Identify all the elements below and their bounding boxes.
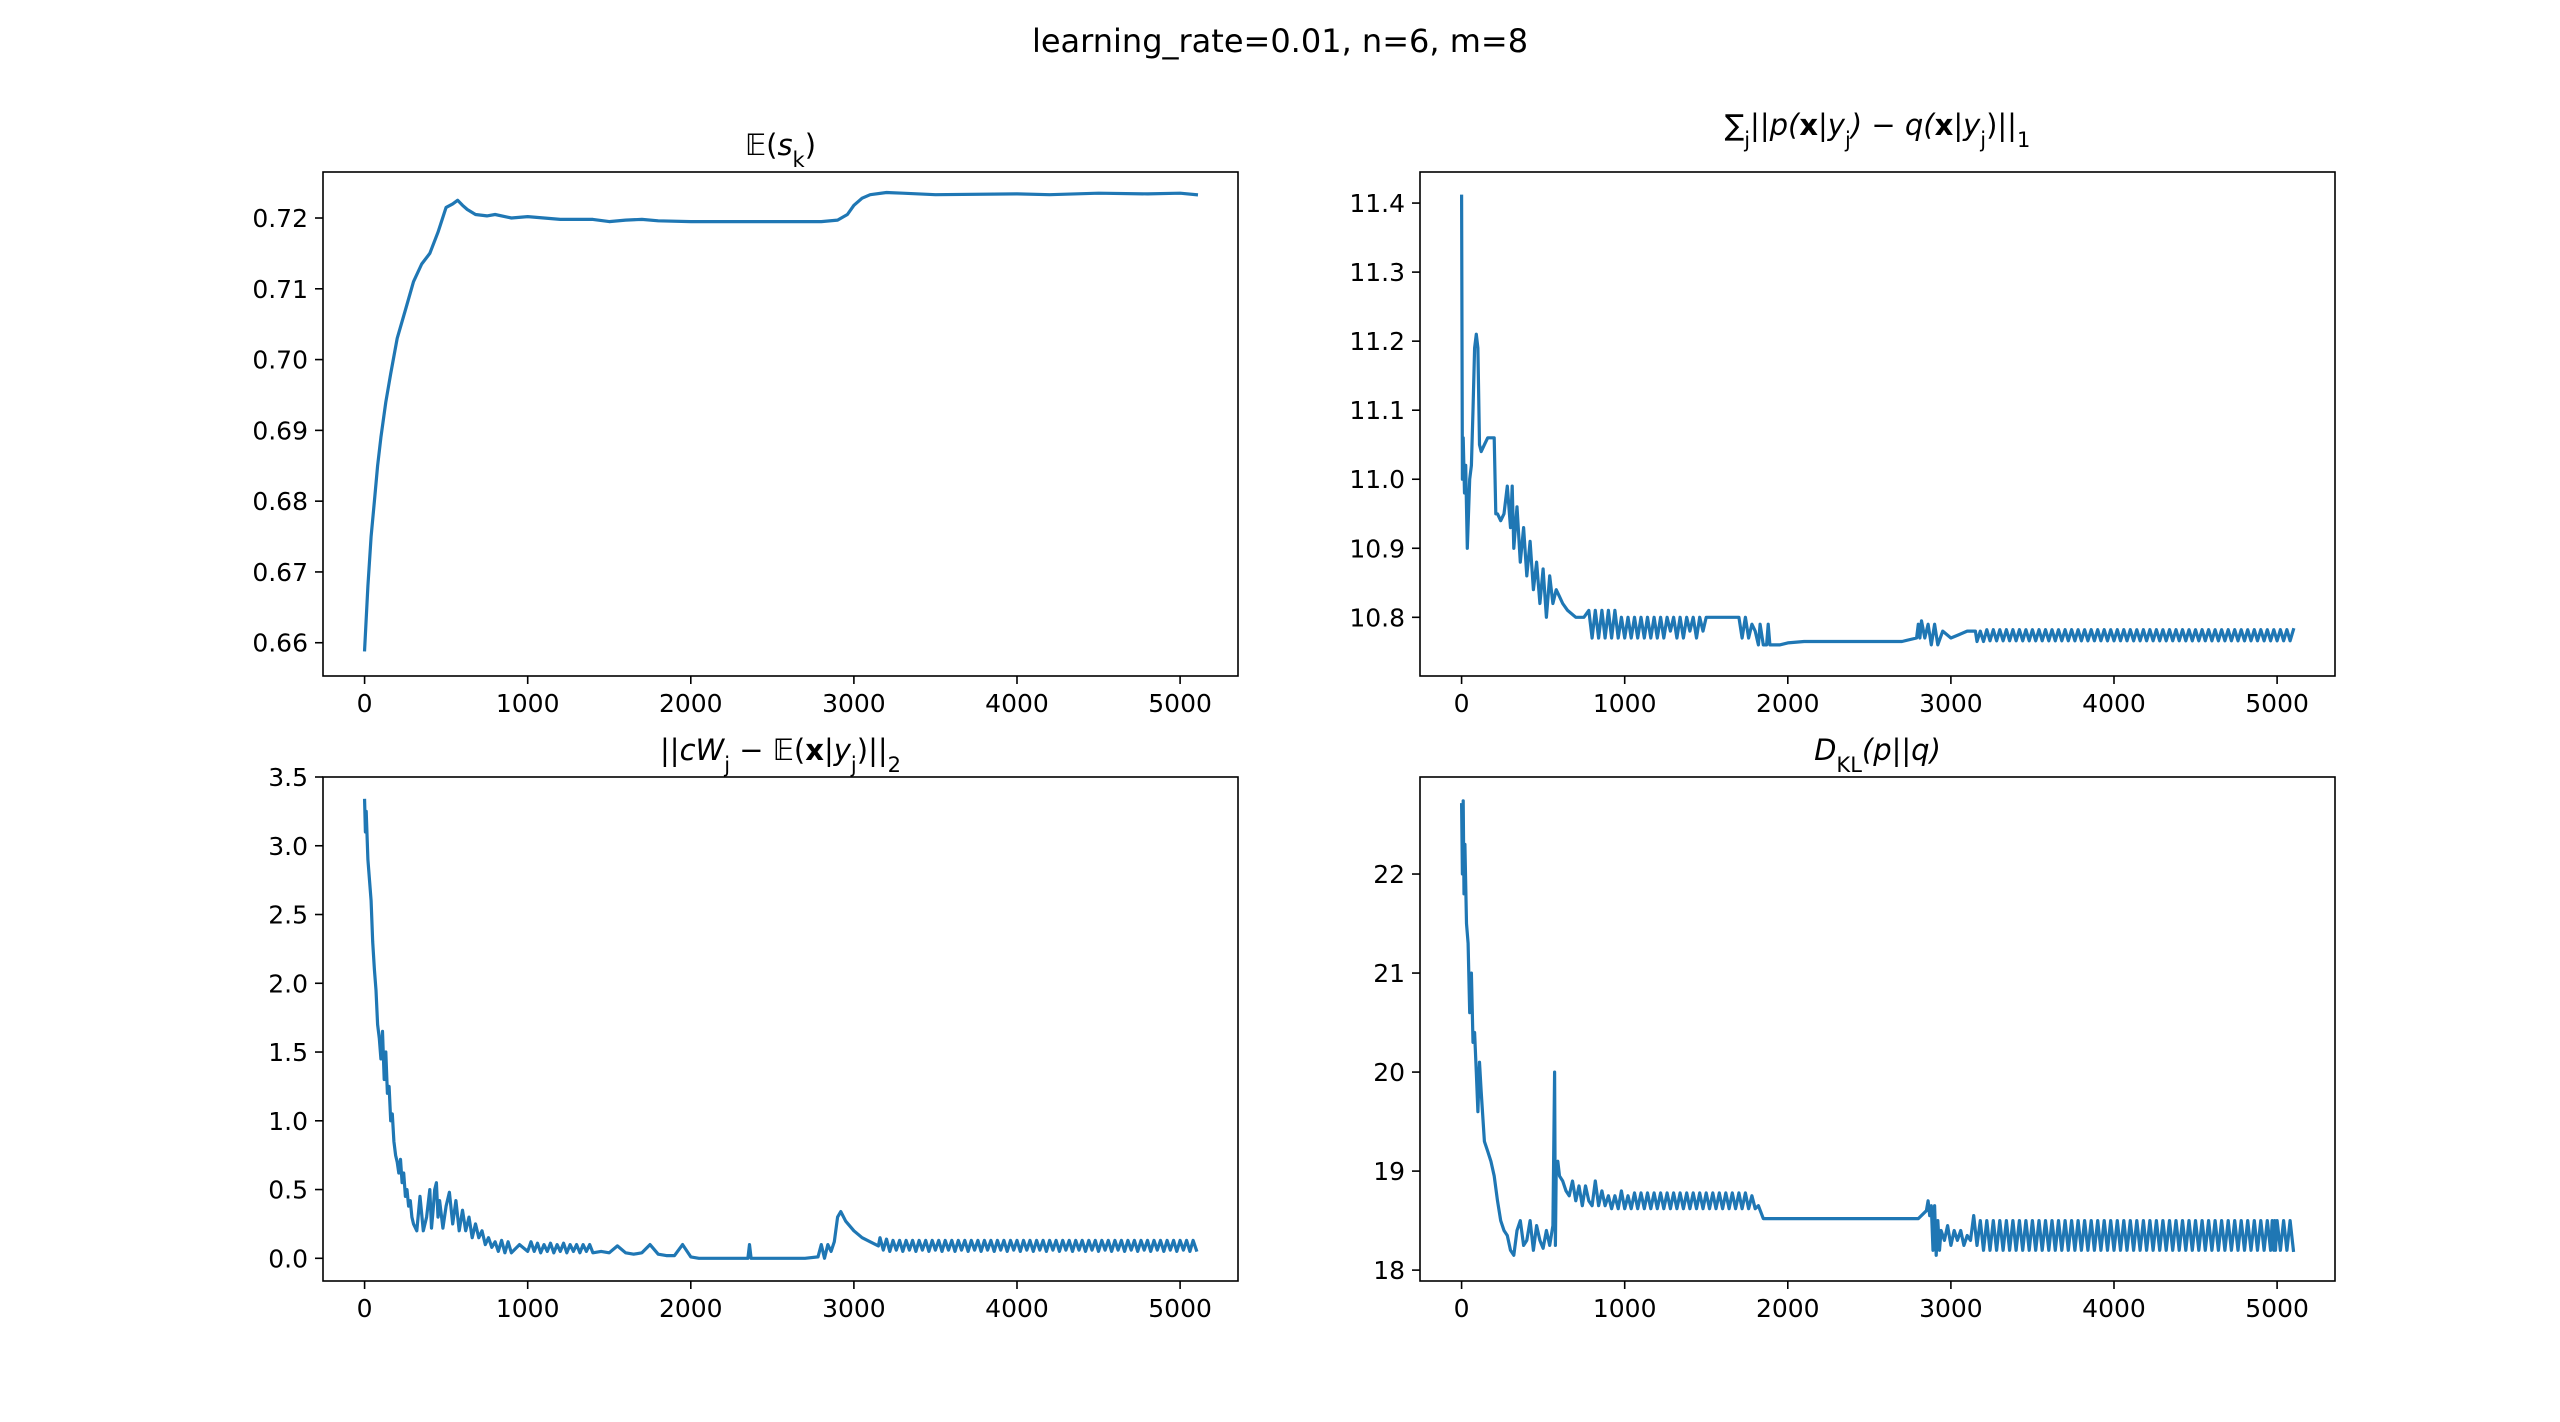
axes-l2-distance: 0 1000 2000 3000 4000 5000 0.0 0.5 1.0 1.5 2.0 2.5 3… bbox=[268, 733, 1239, 1323]
x-tick-label: 3000 bbox=[822, 1294, 886, 1323]
axes-layer: 0 1000 2000 3000 4000 50000.660.670.680.690.7… bbox=[252, 108, 2336, 1323]
series-line-expected-s-k bbox=[362, 190, 1199, 652]
axes-kl-divergence: 0 1000 2000 3000 4000 5000 18 19 20 21 22 DKL(p||q) bbox=[1373, 733, 2336, 1323]
y-tick-label: 1.5 bbox=[268, 1038, 308, 1067]
series-line-kl-divergence bbox=[1459, 799, 2296, 1257]
axes-l1-distance: 0 1000 2000 3000 4000 5000 10.8 10.9 11.0 11.1 11.… bbox=[1349, 108, 2336, 718]
x-tick-label: 4000 bbox=[2082, 689, 2146, 718]
y-tick-label: 22 bbox=[1373, 860, 1405, 889]
plot-frame bbox=[1419, 171, 2336, 677]
x-tick-label: 1000 bbox=[1593, 689, 1657, 718]
x-tick-label: 4000 bbox=[985, 1294, 1049, 1323]
y-tick-label: 3.0 bbox=[268, 832, 308, 861]
figure-suptitle: learning_rate=0.01, n=6, m=8 bbox=[1032, 22, 1528, 60]
y-tick-label: 0.68 bbox=[252, 487, 308, 516]
y-tick-label: 11.4 bbox=[1349, 189, 1405, 218]
y-tick-label: 21 bbox=[1373, 959, 1405, 988]
y-tick-label: 2.5 bbox=[268, 901, 308, 930]
y-tick-label: 0.70 bbox=[252, 346, 308, 375]
y-tick-label: 0.72 bbox=[252, 204, 308, 233]
x-tick-label: 5000 bbox=[1148, 689, 1212, 718]
axes-title: DKL(p||q) bbox=[1814, 733, 1941, 777]
x-tick-label: 5000 bbox=[2245, 1294, 2309, 1323]
y-tick-label: 19 bbox=[1373, 1157, 1405, 1186]
y-tick-label: 20 bbox=[1373, 1058, 1405, 1087]
axes-expected-s-k: 0 1000 2000 3000 4000 5000 0.66 0.67 0.68 0.69 0.7… bbox=[252, 128, 1239, 718]
y-tick-label: 1.0 bbox=[268, 1107, 308, 1136]
axes-title: 𝔼(sk) bbox=[745, 128, 816, 172]
y-tick-label: 11.0 bbox=[1349, 465, 1405, 494]
series-line-l2-distance bbox=[362, 798, 1199, 1260]
x-tick-label: 4000 bbox=[2082, 1294, 2146, 1323]
axes-title: ∑j||p(x|yj) − q(x|yj)||1 bbox=[1725, 108, 2031, 152]
x-tick-label: 2000 bbox=[659, 1294, 723, 1323]
plot-frame bbox=[322, 776, 1239, 1282]
x-tick-label: 0 bbox=[1454, 1294, 1470, 1323]
x-tick-label: 3000 bbox=[1919, 689, 1983, 718]
y-tick-label: 0.71 bbox=[252, 275, 308, 304]
y-tick-label: 10.9 bbox=[1349, 534, 1405, 563]
y-tick-label: 0.5 bbox=[268, 1176, 308, 1205]
x-tick-label: 0 bbox=[357, 689, 373, 718]
x-tick-label: 1000 bbox=[496, 1294, 560, 1323]
y-tick-label: 0.66 bbox=[252, 629, 308, 658]
x-tick-label: 2000 bbox=[1756, 689, 1820, 718]
x-tick-label: 2000 bbox=[659, 689, 723, 718]
y-tick-label: 11.1 bbox=[1349, 396, 1405, 425]
x-tick-label: 2000 bbox=[1756, 1294, 1820, 1323]
y-tick-label: 3.5 bbox=[268, 763, 308, 792]
y-tick-label: 11.2 bbox=[1349, 327, 1405, 356]
x-tick-label: 1000 bbox=[1593, 1294, 1657, 1323]
y-tick-label: 0.69 bbox=[252, 416, 308, 445]
y-tick-label: 0.67 bbox=[252, 558, 308, 587]
y-tick-label: 10.8 bbox=[1349, 603, 1405, 632]
x-tick-label: 3000 bbox=[822, 689, 886, 718]
x-tick-label: 3000 bbox=[1919, 1294, 1983, 1323]
axes-title: ||cWj − 𝔼(x|yj)||2 bbox=[660, 733, 901, 777]
y-tick-label: 11.3 bbox=[1349, 258, 1405, 287]
series-line-l1-distance bbox=[1459, 194, 2296, 647]
x-tick-label: 1000 bbox=[496, 689, 560, 718]
x-tick-label: 4000 bbox=[985, 689, 1049, 718]
x-tick-label: 0 bbox=[357, 1294, 373, 1323]
plot-frame bbox=[322, 171, 1239, 677]
x-tick-label: 5000 bbox=[1148, 1294, 1212, 1323]
x-tick-label: 5000 bbox=[2245, 689, 2309, 718]
x-tick-label: 0 bbox=[1454, 689, 1470, 718]
plot-frame bbox=[1419, 776, 2336, 1282]
y-tick-label: 0.0 bbox=[268, 1244, 308, 1273]
y-tick-label: 18 bbox=[1373, 1256, 1405, 1285]
y-tick-label: 2.0 bbox=[268, 969, 308, 998]
